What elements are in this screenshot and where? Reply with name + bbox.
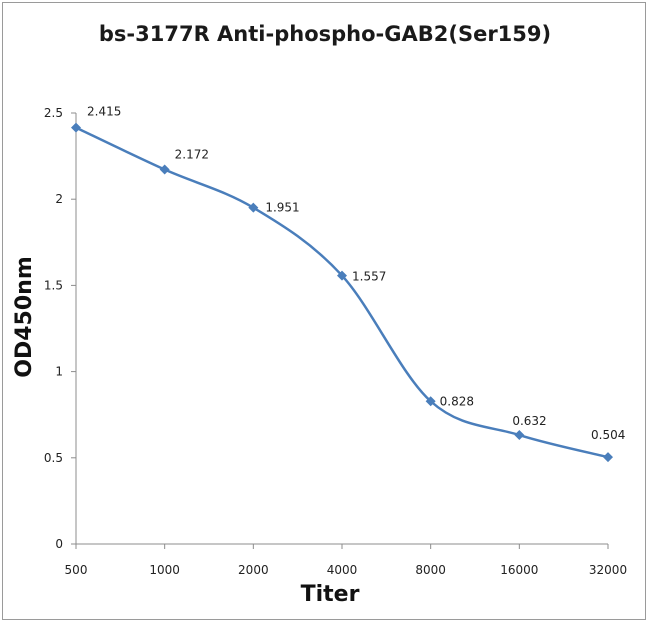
x-tick-label: 500 — [65, 563, 88, 577]
data-point-marker — [337, 270, 347, 281]
data-label: 0.504 — [591, 428, 625, 442]
data-labels: 2.415 2.172 1.951 1.557 0.828 0.632 0.504 — [87, 105, 625, 442]
data-point-marker — [159, 164, 170, 175]
data-label: 2.415 — [87, 105, 121, 119]
data-label: 2.172 — [175, 148, 209, 162]
y-axis-title: OD450nm — [12, 256, 37, 377]
chart-title: bs-3177R Anti-phospho-GAB2(Ser159) — [99, 22, 551, 46]
data-label: 1.557 — [352, 270, 386, 284]
data-point-marker — [425, 396, 436, 407]
x-axis-title: Titer — [301, 582, 360, 607]
y-tick-label: 0.5 — [44, 451, 63, 465]
y-tick-label: 2 — [55, 192, 63, 206]
x-tick-label: 1000 — [149, 563, 180, 577]
data-point-marker — [603, 452, 613, 463]
x-tick-label: 8000 — [415, 563, 446, 577]
x-tick-label: 32000 — [589, 563, 627, 577]
y-axis-ticks: 0 0.5 1 1.5 2 2.5 — [44, 106, 76, 551]
x-tick-label: 16000 — [500, 563, 538, 577]
data-point-marker — [71, 122, 81, 133]
x-tick-label: 4000 — [327, 563, 358, 577]
y-tick-label: 1 — [55, 365, 63, 379]
y-tick-label: 0 — [55, 537, 63, 551]
y-tick-label: 1.5 — [44, 278, 63, 292]
data-label: 1.951 — [265, 201, 299, 215]
series-line — [75, 126, 609, 459]
x-axis-ticks: 500 1000 2000 4000 8000 16000 32000 — [65, 544, 627, 577]
data-point-marker — [248, 202, 259, 213]
x-tick-label: 2000 — [238, 563, 269, 577]
data-label: 0.632 — [512, 414, 546, 428]
line-chart: bs-3177R Anti-phospho-GAB2(Ser159) 0 0.5 1… — [12, 22, 627, 607]
y-tick-label: 2.5 — [44, 106, 63, 120]
data-point-marker — [514, 430, 525, 441]
data-label: 0.828 — [440, 394, 474, 408]
data-points — [71, 122, 613, 463]
